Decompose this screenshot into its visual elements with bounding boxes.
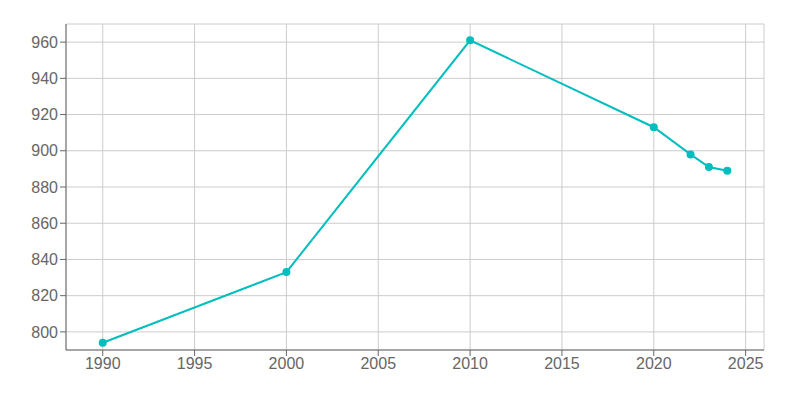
svg-text:920: 920 <box>31 106 58 123</box>
svg-text:1995: 1995 <box>177 355 213 372</box>
svg-text:860: 860 <box>31 215 58 232</box>
svg-text:900: 900 <box>31 142 58 159</box>
svg-text:2005: 2005 <box>360 355 396 372</box>
svg-text:840: 840 <box>31 251 58 268</box>
svg-text:2015: 2015 <box>544 355 580 372</box>
svg-text:2025: 2025 <box>728 355 764 372</box>
svg-text:1990: 1990 <box>85 355 121 372</box>
svg-text:2020: 2020 <box>636 355 672 372</box>
svg-text:820: 820 <box>31 287 58 304</box>
svg-text:960: 960 <box>31 34 58 51</box>
svg-text:880: 880 <box>31 179 58 196</box>
svg-text:800: 800 <box>31 324 58 341</box>
svg-text:2000: 2000 <box>269 355 305 372</box>
svg-text:940: 940 <box>31 70 58 87</box>
svg-text:2010: 2010 <box>452 355 488 372</box>
